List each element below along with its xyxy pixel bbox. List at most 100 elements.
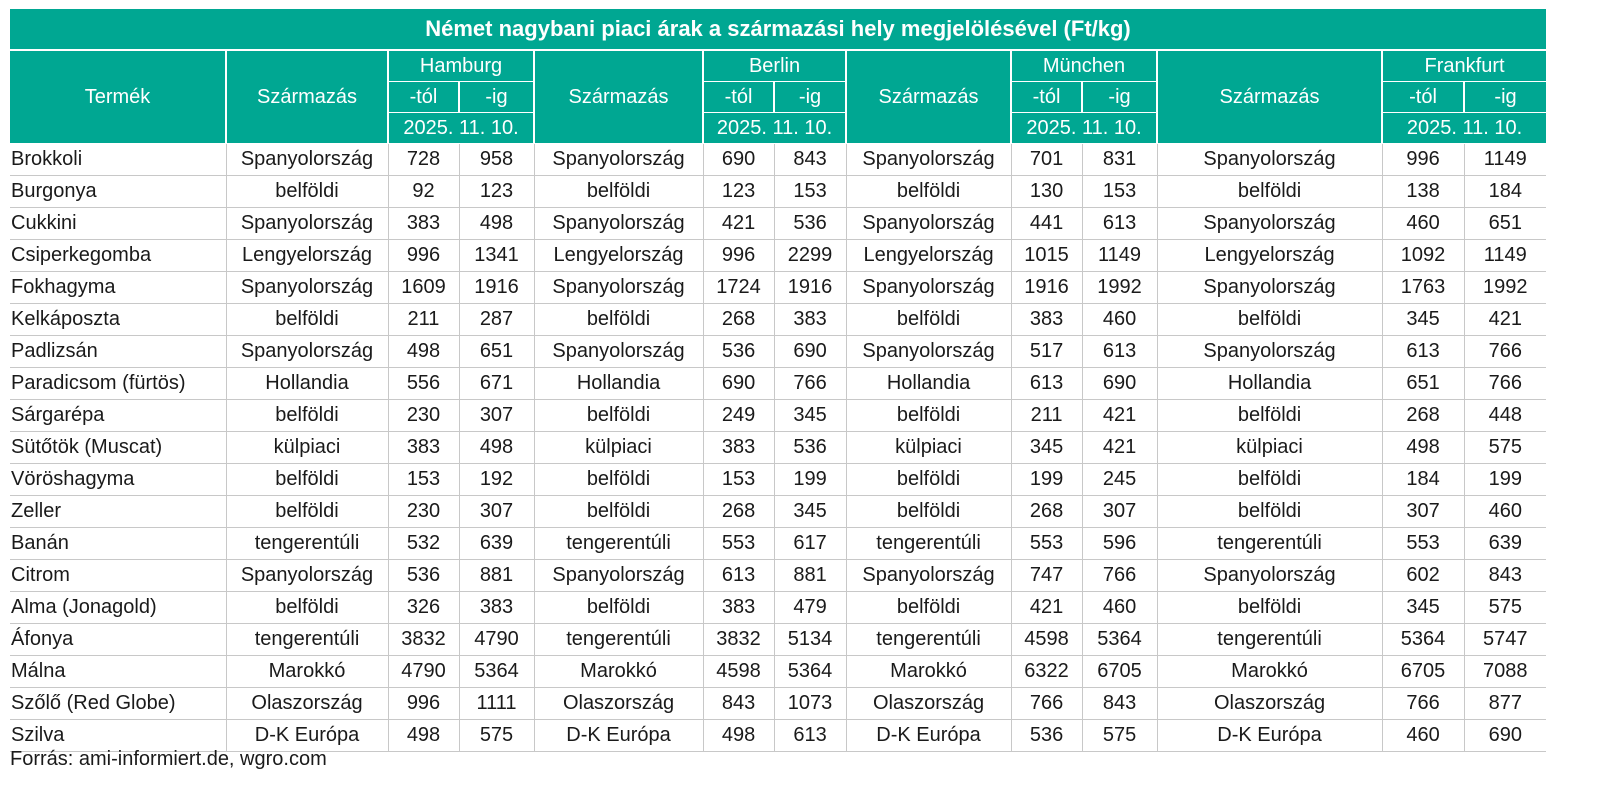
origin-cell: Spanyolország: [534, 559, 704, 592]
table-row: Fokhagyma Spanyolország 1609 1916 Spanyolors…: [10, 271, 1547, 304]
price-to-cell: 575: [1464, 431, 1547, 464]
product-cell: Áfonya: [10, 623, 227, 656]
price-to-cell: 123: [459, 175, 535, 208]
price-from-cell: 553: [1382, 527, 1465, 560]
table-row: Csiperkegomba Lengyelország 996 1341 Lengyel…: [10, 239, 1547, 272]
origin-cell: tengerentúli: [226, 527, 389, 560]
price-from-cell: 747: [1011, 559, 1083, 592]
origin-cell: Hollandia: [846, 367, 1012, 400]
price-to-cell: 536: [774, 431, 847, 464]
price-to-cell: 958: [459, 143, 535, 176]
price-from-cell: 996: [1382, 143, 1465, 176]
origin-cell: belföldi: [846, 495, 1012, 528]
price-from-cell: 3832: [388, 623, 460, 656]
price-to-cell: 843: [1464, 559, 1547, 592]
price-from-cell: 766: [1011, 687, 1083, 720]
price-from-cell: 460: [1382, 207, 1465, 240]
table-title: Német nagybani piaci árak a származási h…: [10, 9, 1546, 51]
origin-cell: belföldi: [534, 495, 704, 528]
price-from-cell: 602: [1382, 559, 1465, 592]
price-to-cell: 153: [774, 175, 847, 208]
price-to-cell: 345: [774, 399, 847, 432]
product-cell: Kelkáposzta: [10, 303, 227, 336]
price-to-cell: 613: [774, 719, 847, 752]
price-to-cell: 843: [1082, 687, 1158, 720]
table-row: Áfonya tengerentúli 3832 4790 tengerentúli 38…: [10, 623, 1547, 656]
price-from-cell: 5364: [1382, 623, 1465, 656]
header-from-munchen: -tól: [1011, 81, 1084, 113]
price-from-cell: 268: [703, 303, 775, 336]
origin-cell: Spanyolország: [846, 559, 1012, 592]
price-from-cell: 383: [703, 431, 775, 464]
price-from-cell: 498: [1382, 431, 1465, 464]
origin-cell: Spanyolország: [226, 271, 389, 304]
origin-cell: belföldi: [846, 591, 1012, 624]
price-table: Termék Származás Hamburg Származás Berli…: [10, 51, 1547, 752]
origin-cell: Marokkó: [846, 655, 1012, 688]
price-from-cell: 613: [1011, 367, 1083, 400]
price-to-cell: 536: [774, 207, 847, 240]
price-to-cell: 383: [774, 303, 847, 336]
price-to-cell: 639: [1464, 527, 1547, 560]
price-to-cell: 460: [1082, 303, 1158, 336]
origin-cell: D-K Európa: [1157, 719, 1383, 752]
origin-cell: külpiaci: [846, 431, 1012, 464]
origin-cell: belföldi: [1157, 303, 1383, 336]
origin-cell: belföldi: [846, 399, 1012, 432]
price-to-cell: 1149: [1464, 239, 1547, 272]
price-to-cell: 843: [774, 143, 847, 176]
price-to-cell: 690: [1082, 367, 1158, 400]
price-from-cell: 421: [1011, 591, 1083, 624]
origin-cell: Olaszország: [846, 687, 1012, 720]
origin-cell: Hollandia: [226, 367, 389, 400]
price-from-cell: 6322: [1011, 655, 1083, 688]
price-from-cell: 249: [703, 399, 775, 432]
price-to-cell: 831: [1082, 143, 1158, 176]
price-to-cell: 575: [1464, 591, 1547, 624]
product-cell: Málna: [10, 655, 227, 688]
origin-cell: Spanyolország: [226, 207, 389, 240]
price-from-cell: 184: [1382, 463, 1465, 496]
header-date-berlin: 2025. 11. 10.: [703, 112, 848, 144]
price-to-cell: 199: [1464, 463, 1547, 496]
price-to-cell: 460: [1464, 495, 1547, 528]
origin-cell: tengerentúli: [534, 623, 704, 656]
origin-cell: Lengyelország: [226, 239, 389, 272]
origin-cell: belföldi: [1157, 463, 1383, 496]
origin-cell: belföldi: [226, 495, 389, 528]
price-from-cell: 268: [1382, 399, 1465, 432]
origin-cell: belföldi: [226, 399, 389, 432]
origin-cell: Spanyolország: [1157, 559, 1383, 592]
header-from-berlin: -tól: [703, 81, 776, 113]
price-from-cell: 345: [1011, 431, 1083, 464]
price-from-cell: 1724: [703, 271, 775, 304]
origin-cell: Spanyolország: [1157, 335, 1383, 368]
price-from-cell: 383: [388, 207, 460, 240]
table-row: Padlizsán Spanyolország 498 651 Spanyolorszá…: [10, 335, 1547, 368]
header-origin-munchen: Származás: [846, 51, 1013, 144]
origin-cell: Lengyelország: [846, 239, 1012, 272]
price-to-cell: 498: [459, 207, 535, 240]
origin-cell: Spanyolország: [534, 335, 704, 368]
price-table-container: Német nagybani piaci árak a származási h…: [10, 9, 1547, 752]
origin-cell: belföldi: [226, 175, 389, 208]
header-city-frankfurt: Frankfurt: [1382, 51, 1547, 82]
header-date-hamburg: 2025. 11. 10.: [388, 112, 536, 144]
table-row: Szőlő (Red Globe) Olaszország 996 1111 Olasz…: [10, 687, 1547, 720]
product-cell: Sárgarépa: [10, 399, 227, 432]
price-from-cell: 1916: [1011, 271, 1083, 304]
table-row: Sütőtök (Muscat) külpiaci 383 498 külpiaci 38…: [10, 431, 1547, 464]
price-to-cell: 766: [1464, 367, 1547, 400]
table-row: Kelkáposzta belföldi 211 287 belföldi 268 383 b…: [10, 303, 1547, 336]
price-from-cell: 6705: [1382, 655, 1465, 688]
price-from-cell: 498: [703, 719, 775, 752]
price-from-cell: 498: [388, 719, 460, 752]
header-date-munchen: 2025. 11. 10.: [1011, 112, 1159, 144]
table-row: Paradicsom (fürtös) Hollandia 556 671 Hollan…: [10, 367, 1547, 400]
product-cell: Burgonya: [10, 175, 227, 208]
table-row: Brokkoli Spanyolország 728 958 Spanyolország…: [10, 143, 1547, 176]
origin-cell: Spanyolország: [226, 335, 389, 368]
origin-cell: külpiaci: [534, 431, 704, 464]
price-to-cell: 766: [774, 367, 847, 400]
origin-cell: belföldi: [534, 463, 704, 496]
